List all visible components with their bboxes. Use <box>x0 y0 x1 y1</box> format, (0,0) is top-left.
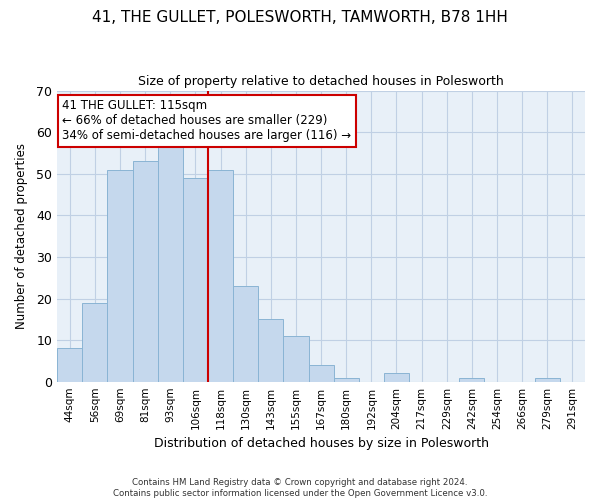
Text: 41 THE GULLET: 115sqm
← 66% of detached houses are smaller (229)
34% of semi-det: 41 THE GULLET: 115sqm ← 66% of detached … <box>62 100 352 142</box>
Bar <box>334 378 359 382</box>
Text: Contains HM Land Registry data © Crown copyright and database right 2024.
Contai: Contains HM Land Registry data © Crown c… <box>113 478 487 498</box>
Bar <box>158 140 183 382</box>
Bar <box>308 365 334 382</box>
Bar <box>460 378 484 382</box>
Title: Size of property relative to detached houses in Polesworth: Size of property relative to detached ho… <box>138 75 504 88</box>
Bar <box>233 286 258 382</box>
Y-axis label: Number of detached properties: Number of detached properties <box>15 143 28 329</box>
Bar <box>208 170 233 382</box>
X-axis label: Distribution of detached houses by size in Polesworth: Distribution of detached houses by size … <box>154 437 488 450</box>
Bar <box>258 320 283 382</box>
Bar <box>183 178 208 382</box>
Bar <box>384 374 409 382</box>
Bar <box>283 336 308 382</box>
Bar <box>57 348 82 382</box>
Bar <box>535 378 560 382</box>
Bar <box>107 170 133 382</box>
Text: 41, THE GULLET, POLESWORTH, TAMWORTH, B78 1HH: 41, THE GULLET, POLESWORTH, TAMWORTH, B7… <box>92 10 508 25</box>
Bar <box>133 162 158 382</box>
Bar <box>82 302 107 382</box>
